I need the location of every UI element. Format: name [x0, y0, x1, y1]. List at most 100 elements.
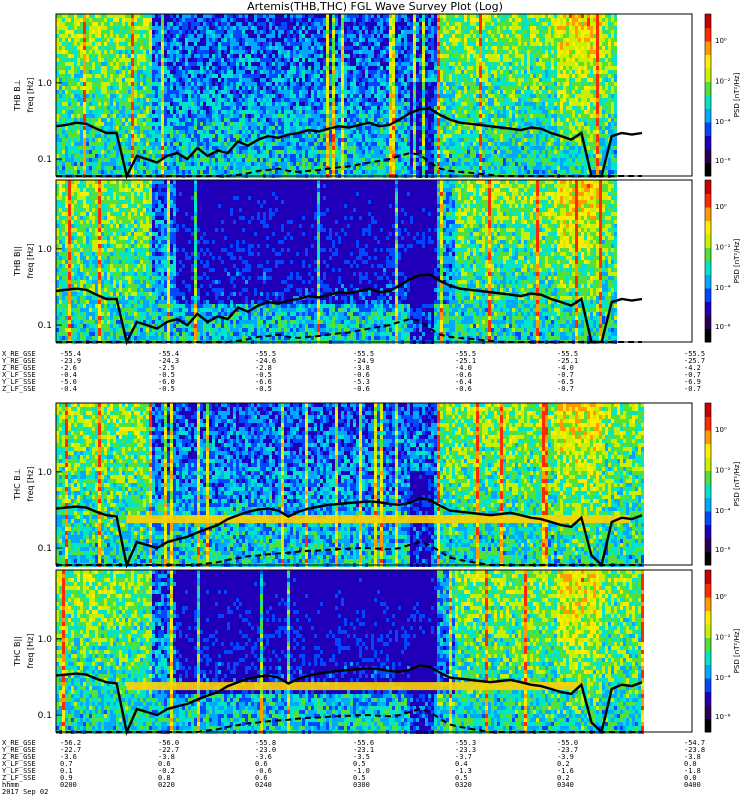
- psd-cell: [227, 82, 230, 86]
- psd-cell: [233, 106, 236, 110]
- psd-cell: [65, 138, 68, 142]
- psd-cell: [146, 126, 149, 130]
- psd-cell: [197, 54, 200, 58]
- psd-cell: [197, 118, 200, 122]
- psd-cell: [356, 86, 359, 90]
- psd-cell: [89, 74, 92, 78]
- psd-cell: [170, 62, 173, 66]
- psd-cell: [398, 62, 401, 66]
- psd-cell: [305, 54, 308, 58]
- psd-cell: [182, 70, 185, 74]
- psd-cell: [278, 98, 281, 102]
- psd-cell: [71, 170, 74, 174]
- psd-cell: [137, 58, 140, 62]
- psd-cell: [395, 162, 398, 166]
- psd-cell: [254, 26, 257, 30]
- psd-cell: [263, 126, 266, 130]
- psd-cell: [242, 18, 245, 22]
- psd-cell: [203, 50, 206, 54]
- psd-cell: [170, 54, 173, 58]
- psd-cell: [338, 98, 341, 102]
- psd-cell: [209, 58, 212, 62]
- psd-cell: [413, 14, 416, 18]
- psd-cell: [158, 86, 161, 90]
- psd-cell: [242, 62, 245, 66]
- psd-cell: [386, 110, 389, 114]
- psd-cell: [152, 94, 155, 98]
- psd-cell: [245, 78, 248, 82]
- psd-cell: [122, 90, 125, 94]
- psd-cell: [368, 106, 371, 110]
- psd-cell: [119, 110, 122, 114]
- psd-cell: [62, 170, 65, 174]
- psd-cell: [176, 142, 179, 146]
- psd-cell: [374, 30, 377, 34]
- psd-cell: [158, 78, 161, 82]
- psd-cell: [101, 158, 104, 162]
- psd-cell: [161, 122, 164, 126]
- psd-cell: [146, 62, 149, 66]
- psd-cell: [137, 94, 140, 98]
- psd-cell: [185, 170, 188, 174]
- psd-cell: [170, 126, 173, 130]
- psd-cell: [365, 118, 368, 122]
- psd-cell: [254, 118, 257, 122]
- psd-cell: [416, 66, 419, 70]
- psd-cell: [182, 58, 185, 62]
- psd-cell: [362, 134, 365, 138]
- psd-cell: [197, 66, 200, 70]
- psd-cell: [146, 110, 149, 114]
- psd-cell: [266, 66, 269, 70]
- psd-cell: [158, 154, 161, 158]
- psd-cell: [395, 102, 398, 106]
- psd-cell: [77, 162, 80, 166]
- psd-cell: [113, 42, 116, 46]
- psd-cell: [107, 126, 110, 130]
- psd-cell: [341, 158, 344, 162]
- psd-cell: [263, 62, 266, 66]
- psd-cell: [128, 130, 131, 134]
- psd-cell: [380, 50, 383, 54]
- psd-cell: [347, 78, 350, 82]
- psd-cell: [152, 78, 155, 82]
- psd-cell: [236, 158, 239, 162]
- psd-cell: [356, 26, 359, 30]
- psd-cell: [230, 22, 233, 26]
- psd-cell: [317, 66, 320, 70]
- psd-cell: [125, 18, 128, 22]
- psd-cell: [413, 66, 416, 70]
- psd-cell: [290, 150, 293, 154]
- psd-cell: [128, 78, 131, 82]
- psd-cell: [101, 154, 104, 158]
- psd-cell: [224, 26, 227, 30]
- psd-cell: [419, 110, 422, 114]
- psd-cell: [182, 62, 185, 66]
- psd-cell: [338, 42, 341, 46]
- psd-cell: [368, 50, 371, 54]
- psd-cell: [341, 70, 344, 74]
- psd-cell: [68, 166, 71, 170]
- psd-cell: [269, 38, 272, 42]
- psd-cell: [146, 138, 149, 142]
- psd-cell: [245, 62, 248, 66]
- psd-cell: [308, 138, 311, 142]
- psd-cell: [110, 26, 113, 30]
- psd-cell: [149, 54, 152, 58]
- psd-cell: [92, 98, 95, 102]
- psd-cell: [56, 114, 59, 118]
- psd-cell: [371, 30, 374, 34]
- psd-cell: [182, 18, 185, 22]
- psd-cell: [263, 170, 266, 174]
- psd-cell: [176, 162, 179, 166]
- psd-cell: [305, 86, 308, 90]
- psd-cell: [89, 118, 92, 122]
- psd-cell: [149, 18, 152, 22]
- psd-cell: [119, 42, 122, 46]
- psd-cell: [419, 134, 422, 138]
- psd-cell: [269, 58, 272, 62]
- psd-cell: [362, 154, 365, 158]
- psd-cell: [407, 18, 410, 22]
- psd-cell: [260, 34, 263, 38]
- psd-cell: [416, 90, 419, 94]
- psd-cell: [98, 62, 101, 66]
